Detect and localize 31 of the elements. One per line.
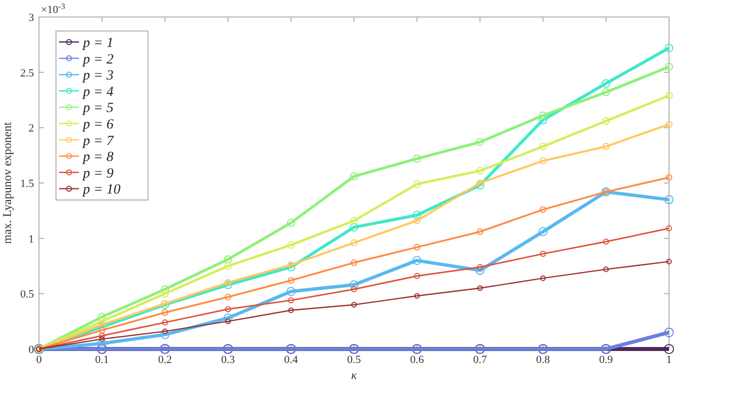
- y-tick-label: 1: [28, 233, 34, 246]
- text: ×10$^{-3}$: [41, 2, 66, 16]
- x-tick-label: 1: [666, 354, 672, 366]
- x-tick-label: 0.4: [284, 354, 298, 366]
- y-axis-title: max. Lyapunov exponent: [0, 122, 14, 244]
- x-tick-label: 0.6: [410, 354, 424, 366]
- y-tick-label: 0.5: [20, 288, 34, 301]
- legend-label: p = 3: [82, 68, 114, 84]
- legend-label: p = 7: [82, 134, 114, 149]
- x-tick-label: 0.1: [95, 354, 109, 366]
- x-tick-label: 0.3: [221, 354, 236, 366]
- legend-label: p = 9: [82, 166, 114, 182]
- legend-label: p = 2: [82, 52, 114, 68]
- y-tick-label: 0: [28, 344, 34, 356]
- y-tick-label: 2.5: [20, 67, 34, 80]
- x-tick-label: 0.8: [536, 354, 550, 366]
- legend-label: p = 10: [82, 182, 120, 198]
- x-tick-label: 0.2: [158, 354, 172, 366]
- x-tick-label: 0.9: [599, 354, 614, 366]
- legend-label: p = 1: [82, 36, 114, 51]
- legend-label: p = 5: [82, 101, 114, 116]
- y-tick-label: 1.5: [20, 178, 34, 190]
- x-axis-title: κ: [351, 368, 358, 382]
- x-tick-label: 0.7: [473, 354, 488, 366]
- x-tick-label: 0: [36, 354, 42, 366]
- legend-label: p = 8: [82, 150, 114, 166]
- y-tick-label: 2: [28, 122, 34, 135]
- legend-label: p = 4: [82, 84, 114, 100]
- x-tick-label: 0.5: [347, 354, 362, 366]
- legend-label: p = 6: [82, 118, 114, 132]
- y-tick-label: 3: [28, 12, 34, 24]
